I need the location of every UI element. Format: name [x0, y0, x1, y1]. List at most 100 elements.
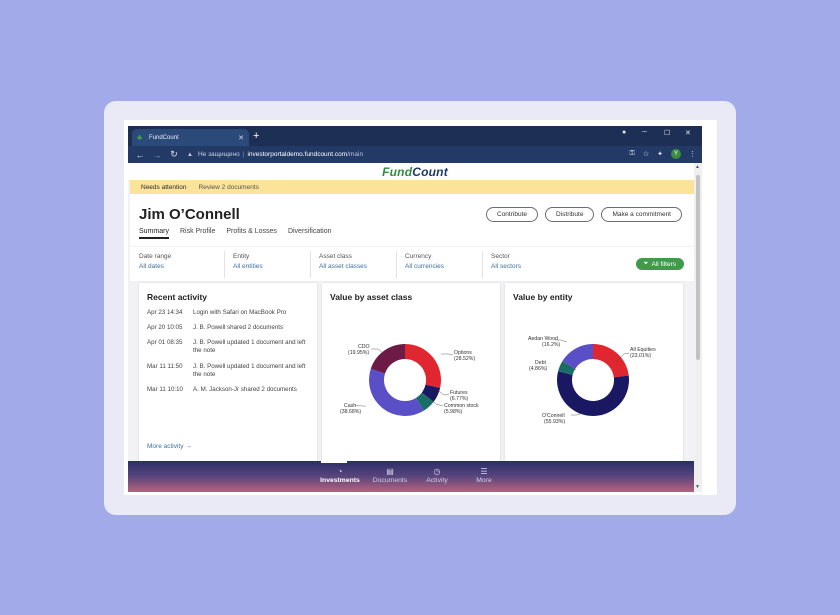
close-window-icon[interactable]: ✕	[685, 130, 691, 137]
clock-icon: ◷	[433, 467, 441, 476]
url-host: investorportaldemo.fundcount.com	[247, 151, 348, 158]
tab-diversification[interactable]: Diversification	[287, 228, 332, 235]
slice-label: Options	[454, 350, 472, 356]
minimize-icon[interactable]: ─	[642, 129, 647, 136]
entity-title: Value by entity	[513, 292, 573, 302]
slice-label: Aedan Wood	[528, 336, 558, 342]
slice-label: All Equities	[630, 347, 656, 353]
scroll-down-icon[interactable]: ▼	[695, 484, 700, 490]
reload-icon[interactable]: ↻	[170, 149, 178, 159]
profile-avatar[interactable]: Y	[671, 149, 681, 159]
asset-class-card: Value by asset class Options (28.52%) Fu…	[322, 283, 500, 463]
donut-slice[interactable]	[405, 344, 441, 388]
distribute-button[interactable]: Distribute	[545, 207, 595, 222]
make-commitment-button[interactable]: Make a commitment	[601, 207, 682, 222]
new-tab-button[interactable]: +	[253, 130, 260, 142]
donut-slice[interactable]	[415, 392, 434, 411]
review-documents-link[interactable]: Review 2 documents	[198, 183, 259, 191]
section-tabs: Summary Risk Profile Profits & Losses Di…	[139, 228, 332, 239]
filter-entity[interactable]: Entity All entities	[233, 253, 263, 270]
list-item: Apr 23 14:34 Login with Safari on MacBook…	[147, 309, 287, 316]
slice-pct: (6.77%)	[450, 396, 468, 402]
slice-pct: (5.98%)	[444, 409, 462, 415]
scrollbar-thumb[interactable]	[696, 175, 700, 360]
contribute-button[interactable]: Contribute	[486, 207, 538, 222]
portal-page: FundCount Needs attention Review 2 docum…	[128, 163, 702, 492]
action-buttons: Contribute Distribute Make a commitment	[486, 207, 682, 222]
bookmark-star-icon[interactable]: ☆	[642, 151, 650, 158]
slice-label: Futures	[450, 390, 468, 396]
slice-label: Common stock	[444, 403, 479, 409]
active-indicator	[321, 461, 347, 463]
filter-asset-class[interactable]: Asset class All asset classes	[319, 253, 368, 270]
nav-activity[interactable]: ◷ Activity	[417, 467, 457, 484]
asset-class-donut-chart: Options (28.52%) Futures (6.77%) Common …	[340, 344, 479, 416]
donut-slice[interactable]	[370, 344, 405, 374]
donut-slice[interactable]	[558, 361, 576, 375]
url-path: /main	[347, 151, 364, 158]
attention-banner: Needs attention Review 2 documents	[130, 180, 694, 194]
more-activity-link[interactable]: More activity →	[147, 443, 192, 450]
url-separator: |	[242, 151, 245, 158]
list-item: Mar 11 11:50 J. B. Powell updated 1 docum…	[147, 363, 306, 378]
scroll-up-icon[interactable]: ▲	[695, 164, 700, 170]
investor-header: Jim O’Connell Summary Risk Profile Profi…	[130, 194, 694, 246]
browser-tab[interactable]: ♣ FundCount ✕	[132, 129, 249, 146]
slice-label: Debt	[535, 360, 547, 366]
forward-icon[interactable]: →	[152, 149, 162, 160]
maximize-icon[interactable]: ☐	[664, 130, 671, 137]
extensions-icon[interactable]: ✦	[657, 151, 663, 158]
document-icon: ▤	[386, 467, 394, 476]
all-filters-button[interactable]: ⏷ All filters	[636, 258, 684, 270]
logo-bar: FundCount	[128, 163, 702, 180]
not-secure-label: Не защищено	[197, 151, 240, 158]
fundcount-favicon-icon: ♣	[137, 132, 143, 142]
list-item: Mar 11 10:10 A. M. Jackson-Jr shared 2 do…	[147, 386, 297, 393]
url-field[interactable]: ▲ Не защищено | investorportaldemo.fundc…	[187, 151, 363, 158]
back-icon[interactable]: ←	[135, 149, 145, 160]
filter-bar: Date range All dates Entity All entities A…	[130, 247, 694, 281]
tab-profits-losses[interactable]: Profits & Losses	[226, 228, 277, 235]
nav-more[interactable]: ☰ More	[464, 467, 504, 484]
browser-menu-icon[interactable]: ⋮	[689, 151, 696, 158]
key-icon[interactable]: ⚿	[629, 150, 635, 157]
donut-slice[interactable]	[557, 371, 629, 416]
slice-pct: (38.68%)	[340, 409, 361, 415]
page-scrollbar[interactable]: ▲ ▼	[694, 163, 702, 492]
filter-date-range[interactable]: Date range All dates	[139, 253, 172, 270]
asset-class-title: Value by asset class	[330, 292, 413, 302]
bottom-navigation: ◔ Investments ▤ Documents ◷ Activity ☰ More	[128, 461, 694, 492]
slice-pct: (19.95%)	[348, 350, 369, 356]
filter-funnel-icon: ⏷	[643, 260, 649, 267]
list-item: Apr 01 08:35 J. B. Powell updated 1 docum…	[147, 339, 306, 354]
filter-currency[interactable]: Currency All currencies	[405, 253, 445, 270]
recent-activity-card: Recent activity Apr 23 14:34 Login with S…	[139, 283, 317, 463]
nav-investments[interactable]: ◔ Investments	[320, 467, 360, 484]
menu-icon: ☰	[480, 467, 488, 476]
security-warning-icon[interactable]: ▲	[187, 151, 193, 158]
donut-slice[interactable]	[562, 344, 593, 369]
tab-summary[interactable]: Summary	[139, 228, 169, 239]
donut-slice[interactable]	[421, 384, 441, 402]
slice-label: Cash	[344, 403, 356, 409]
entity-card: Value by entity All Equities (23.01%) O'…	[505, 283, 683, 463]
investor-name: Jim O’Connell	[139, 206, 240, 223]
close-tab-icon[interactable]: ✕	[238, 134, 244, 142]
pie-chart-icon: ◔	[337, 467, 343, 476]
entity-donut-chart: All Equities (23.01%) O'Connell (55.93%)…	[528, 336, 656, 425]
list-item: Apr 20 10:05 J. B. Powell shared 2 docume…	[147, 324, 284, 331]
filter-sector[interactable]: Sector All sectors	[491, 253, 521, 270]
donut-slice[interactable]	[369, 368, 424, 416]
recent-activity-title: Recent activity	[147, 292, 207, 302]
donut-slice[interactable]	[593, 344, 629, 378]
slice-pct: (4.86%)	[529, 366, 547, 372]
tab-risk-profile[interactable]: Risk Profile	[179, 228, 216, 235]
slice-pct: (55.93%)	[544, 419, 565, 425]
address-bar: ← → ↻ ▲ Не защищено | investorportaldemo…	[128, 146, 702, 163]
nav-documents[interactable]: ▤ Documents	[370, 467, 410, 484]
tab-bar: ♣ FundCount ✕ + ● ─ ☐ ✕	[128, 126, 702, 146]
incognito-icon[interactable]: ●	[622, 129, 627, 136]
fundcount-logo[interactable]: FundCount	[382, 165, 448, 179]
tab-title: FundCount	[149, 134, 179, 141]
slice-pct: (23.01%)	[630, 353, 651, 359]
